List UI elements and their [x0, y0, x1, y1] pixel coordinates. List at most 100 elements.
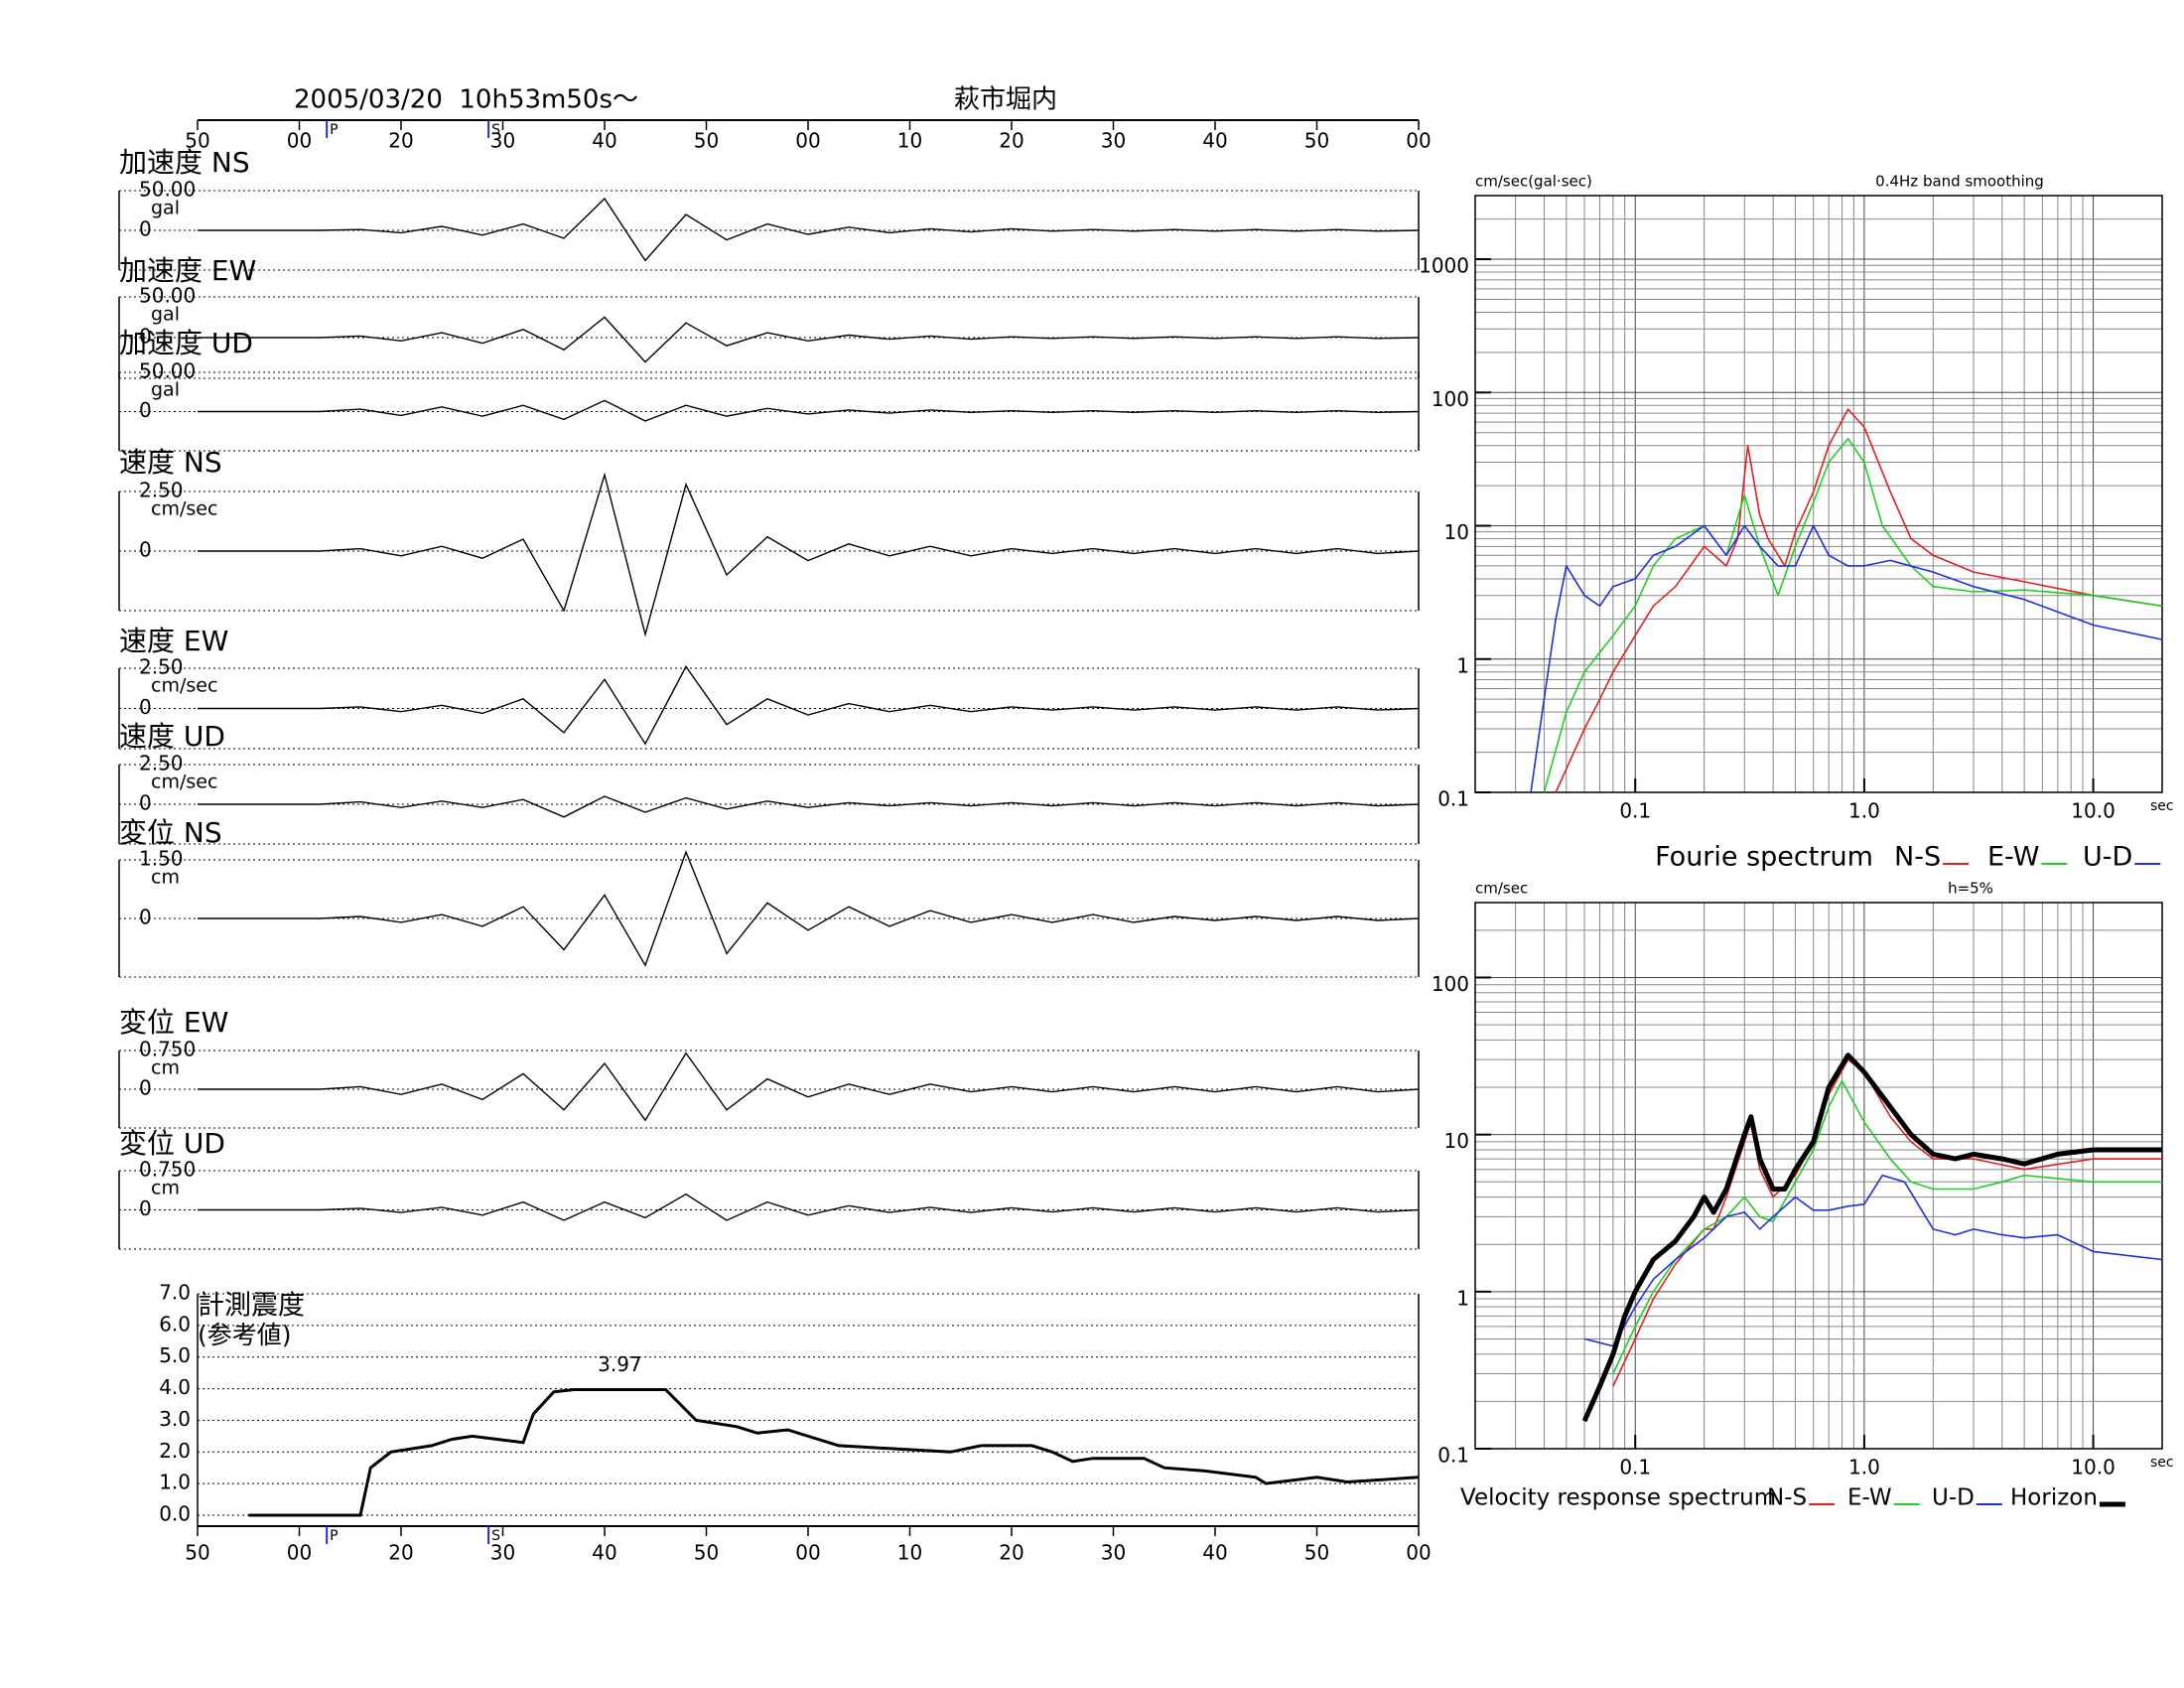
y-tick-label: 0.1 — [1437, 1444, 1469, 1468]
y-tick-label: 0 — [139, 791, 152, 815]
y-unit: cm/sec — [1475, 880, 1528, 898]
waveform — [198, 316, 1420, 363]
legend-label: E-W — [1847, 1485, 1892, 1511]
panel-title: 速度 UD — [119, 720, 225, 753]
note: 0.4Hz band smoothing — [1875, 173, 2044, 191]
y-tick-label: 0 — [139, 538, 152, 562]
x-tick-label: 50 — [185, 1541, 209, 1565]
y-unit: cm/sec — [151, 675, 217, 697]
y-tick-label: 1000 — [1419, 254, 1469, 278]
y-tick-label: 50.00 — [139, 359, 196, 383]
peak-label: 3.97 — [598, 1352, 642, 1376]
waveform — [198, 197, 1420, 262]
y-tick-label: 5.0 — [159, 1343, 191, 1367]
x-tick-label: 10 — [897, 129, 922, 153]
y-tick-label: 2.50 — [139, 479, 184, 502]
panel-title: 速度 EW — [119, 625, 228, 657]
y-tick-label: 0 — [139, 217, 152, 241]
plot-frame — [1474, 195, 2163, 793]
y-tick-label: 1 — [1456, 1286, 1469, 1310]
x-tick-label: 20 — [999, 1541, 1024, 1565]
x-tick-label: 40 — [1202, 129, 1227, 153]
y-tick-label: 10 — [1444, 520, 1469, 544]
y-tick-label: 100 — [1432, 387, 1469, 411]
y-tick-label: 0.1 — [1437, 787, 1469, 811]
spectrum-line — [1581, 1053, 2162, 1423]
phase-label: S — [491, 1528, 500, 1544]
phase-label: P — [330, 122, 338, 138]
panel-title: 計測震度 — [198, 1291, 305, 1322]
x-tick-label: 20 — [999, 129, 1024, 153]
panel-title: 変位 EW — [119, 1006, 228, 1039]
y-tick-label: 0 — [139, 1196, 152, 1220]
y-unit: cm — [151, 867, 180, 889]
panel-title: 速度 NS — [119, 446, 222, 479]
y-tick-label: 0 — [139, 398, 152, 422]
waveform — [198, 795, 1420, 818]
y-tick-label: 50.00 — [139, 284, 196, 308]
x-unit: sec — [2150, 1455, 2174, 1471]
y-tick-label: 10 — [1444, 1129, 1469, 1153]
y-tick-label: 6.0 — [159, 1312, 191, 1336]
spectrum-line — [1612, 1079, 2162, 1374]
x-tick-label: 30 — [490, 129, 515, 153]
x-tick-label: 50 — [185, 129, 209, 153]
y-tick-label: 2.50 — [139, 752, 184, 775]
y-unit: cm/sec — [151, 498, 217, 520]
x-tick-label: 0.1 — [1619, 1456, 1651, 1479]
x-tick-label: 10.0 — [2071, 1456, 2116, 1479]
header-station: 萩市堀内 — [954, 85, 1057, 115]
waveform — [198, 472, 1420, 637]
x-tick-label: 00 — [1406, 1541, 1431, 1565]
y-tick-label: 0 — [139, 695, 152, 719]
y-tick-label: 4.0 — [159, 1375, 191, 1399]
y-unit: cm/sec(gal·sec) — [1475, 173, 1592, 191]
y-tick-label: 50.00 — [139, 178, 196, 202]
x-tick-label: 1.0 — [1848, 799, 1880, 823]
panel-title: 加速度 EW — [119, 254, 256, 287]
legend-label: Horizon — [2010, 1485, 2098, 1511]
x-tick-label: 30 — [490, 1541, 515, 1565]
x-tick-label: 00 — [287, 1541, 312, 1565]
y-tick-label: 0 — [139, 325, 152, 349]
y-tick-label: 1.50 — [139, 847, 184, 871]
y-tick-label: 0.0 — [159, 1502, 191, 1526]
x-tick-label: 00 — [287, 129, 312, 153]
x-tick-label: 50 — [694, 129, 719, 153]
panel-title: 加速度 NS — [119, 146, 250, 179]
x-tick-label: 50 — [1304, 129, 1329, 153]
y-tick-label: 100 — [1432, 972, 1469, 996]
y-tick-label: 1 — [1456, 653, 1469, 677]
header-date: 2005/03/20 10h53m50s〜 — [294, 85, 638, 115]
x-tick-label: 10 — [897, 1541, 922, 1565]
y-tick-label: 2.50 — [139, 655, 184, 679]
y-tick-label: 1.0 — [159, 1471, 191, 1494]
y-tick-label: 0 — [139, 906, 152, 929]
y-tick-label: 3.0 — [159, 1407, 191, 1431]
waveform — [198, 665, 1420, 746]
plot-frame — [1474, 902, 2163, 1450]
legend-label: E-W — [1987, 842, 2039, 873]
spectrum-line — [1530, 524, 2163, 793]
x-tick-label: 10.0 — [2071, 799, 2116, 823]
panel-title: 変位 UD — [119, 1127, 225, 1160]
spectrum-line — [1543, 438, 2163, 793]
x-tick-label: 30 — [1101, 1541, 1126, 1565]
spectrum-line — [1555, 408, 2163, 793]
y-tick-label: 0.750 — [139, 1038, 196, 1061]
x-tick-label: 50 — [1304, 1541, 1329, 1565]
phase-label: S — [491, 122, 500, 138]
x-unit: sec — [2150, 798, 2174, 814]
y-unit: cm — [151, 1057, 180, 1079]
y-unit: cm — [151, 1178, 180, 1199]
panel-title: 加速度 UD — [119, 327, 253, 359]
y-tick-label: 7.0 — [159, 1281, 191, 1305]
intensity-line — [248, 1388, 1420, 1517]
chart-title: Velocity response spectrum — [1460, 1485, 1776, 1511]
x-tick-label: 00 — [795, 129, 820, 153]
legend-label: U-D — [2083, 842, 2132, 873]
y-unit: cm/sec — [151, 772, 217, 793]
y-unit: gal — [151, 379, 180, 401]
x-tick-label: 00 — [795, 1541, 820, 1565]
